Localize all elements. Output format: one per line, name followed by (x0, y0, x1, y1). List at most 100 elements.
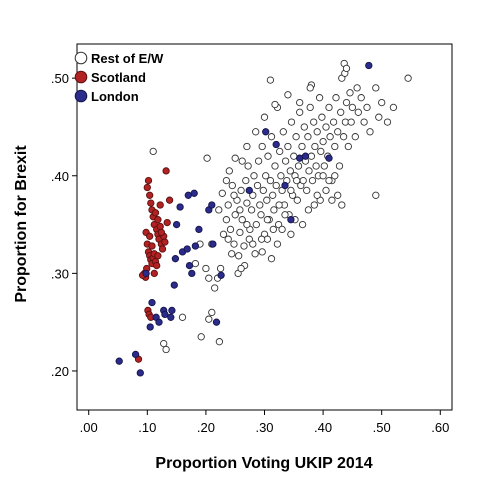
x-tick-label: .20 (197, 420, 215, 435)
point-rest-of-e-w (245, 235, 253, 243)
point-rest-of-e-w (319, 137, 327, 146)
point-rest-of-e-w (251, 250, 259, 258)
point-london (183, 245, 191, 253)
point-rest-of-e-w (162, 345, 170, 354)
point-rest-of-e-w (305, 167, 313, 175)
point-rest-of-e-w (287, 118, 296, 126)
point-london (184, 191, 192, 199)
point-rest-of-e-w (328, 196, 336, 204)
point-london (325, 154, 333, 162)
point-rest-of-e-w (281, 211, 289, 219)
point-london (146, 323, 154, 331)
point-london (131, 350, 140, 359)
point-rest-of-e-w (378, 98, 386, 107)
point-rest-of-e-w (353, 84, 361, 92)
point-scotland (153, 261, 161, 270)
point-rest-of-e-w (299, 176, 307, 185)
point-scotland (154, 216, 162, 224)
point-rest-of-e-w (219, 230, 228, 238)
point-rest-of-e-w (231, 211, 239, 219)
point-rest-of-e-w (224, 201, 232, 209)
point-rest-of-e-w (277, 172, 285, 180)
point-london (245, 186, 253, 195)
point-london (185, 261, 194, 270)
point-scotland (161, 238, 169, 246)
point-london (155, 318, 163, 326)
point-rest-of-e-w (271, 162, 279, 170)
y-tick-label: .40 (51, 169, 69, 184)
point-rest-of-e-w (357, 94, 365, 102)
point-rest-of-e-w (230, 191, 238, 199)
point-scotland (143, 183, 151, 192)
point-rest-of-e-w (247, 206, 256, 214)
point-rest-of-e-w (342, 64, 351, 73)
point-london (272, 140, 280, 149)
point-rest-of-e-w (235, 252, 243, 260)
point-rest-of-e-w (312, 162, 320, 170)
point-rest-of-e-w (215, 338, 224, 346)
point-london (287, 216, 295, 224)
point-rest-of-e-w (273, 240, 282, 248)
point-london (136, 369, 144, 377)
point-rest-of-e-w (236, 228, 244, 237)
point-rest-of-e-w (197, 333, 205, 341)
x-tick-label: .00 (80, 420, 98, 435)
legend-marker-scotland (74, 70, 88, 84)
y-tick-label: .20 (51, 364, 69, 379)
point-london (188, 269, 196, 278)
point-london (191, 242, 200, 250)
point-london (190, 189, 198, 197)
point-rest-of-e-w (272, 181, 280, 190)
point-rest-of-e-w (318, 113, 326, 121)
x-tick-label: .60 (431, 420, 449, 435)
point-rest-of-e-w (334, 191, 342, 199)
legend-label-rest-of-e-w: Rest of E/W (91, 51, 164, 66)
point-london (195, 225, 203, 234)
point-scotland (158, 245, 167, 253)
x-tick-label: .10 (138, 420, 156, 435)
point-rest-of-e-w (325, 176, 333, 185)
point-rest-of-e-w (372, 84, 380, 92)
point-london (176, 203, 184, 211)
point-rest-of-e-w (296, 108, 304, 116)
point-scotland (162, 167, 170, 175)
x-tick-label: .30 (255, 420, 273, 435)
point-rest-of-e-w (325, 103, 333, 112)
point-rest-of-e-w (250, 172, 258, 180)
point-rest-of-e-w (244, 162, 252, 170)
point-rest-of-e-w (249, 240, 257, 248)
point-london (142, 269, 150, 278)
point-rest-of-e-w (257, 211, 265, 219)
point-london (115, 357, 123, 365)
point-rest-of-e-w (271, 100, 279, 109)
point-rest-of-e-w (267, 255, 276, 263)
point-rest-of-e-w (258, 248, 266, 256)
point-rest-of-e-w (344, 142, 352, 151)
point-rest-of-e-w (191, 259, 200, 268)
point-rest-of-e-w (263, 216, 272, 224)
point-rest-of-e-w (205, 274, 213, 282)
point-rest-of-e-w (294, 162, 303, 170)
point-rest-of-e-w (237, 264, 245, 273)
legend-marker-rest-of-e-w (74, 51, 88, 65)
point-rest-of-e-w (287, 186, 295, 195)
point-rest-of-e-w (231, 154, 239, 162)
point-rest-of-e-w (230, 240, 238, 248)
point-london (365, 61, 373, 70)
point-rest-of-e-w (256, 201, 264, 209)
point-rest-of-e-w (205, 315, 213, 323)
point-rest-of-e-w (228, 250, 236, 258)
point-scotland (156, 222, 164, 231)
point-rest-of-e-w (319, 172, 327, 180)
point-london (281, 181, 289, 190)
point-rest-of-e-w (269, 225, 277, 234)
point-rest-of-e-w (211, 284, 219, 292)
point-rest-of-e-w (284, 91, 292, 99)
point-rest-of-e-w (320, 162, 328, 170)
point-rest-of-e-w (307, 152, 316, 160)
point-rest-of-e-w (383, 118, 392, 126)
point-rest-of-e-w (306, 103, 314, 112)
point-london (301, 152, 310, 160)
point-rest-of-e-w (296, 98, 304, 107)
point-rest-of-e-w (284, 142, 292, 151)
